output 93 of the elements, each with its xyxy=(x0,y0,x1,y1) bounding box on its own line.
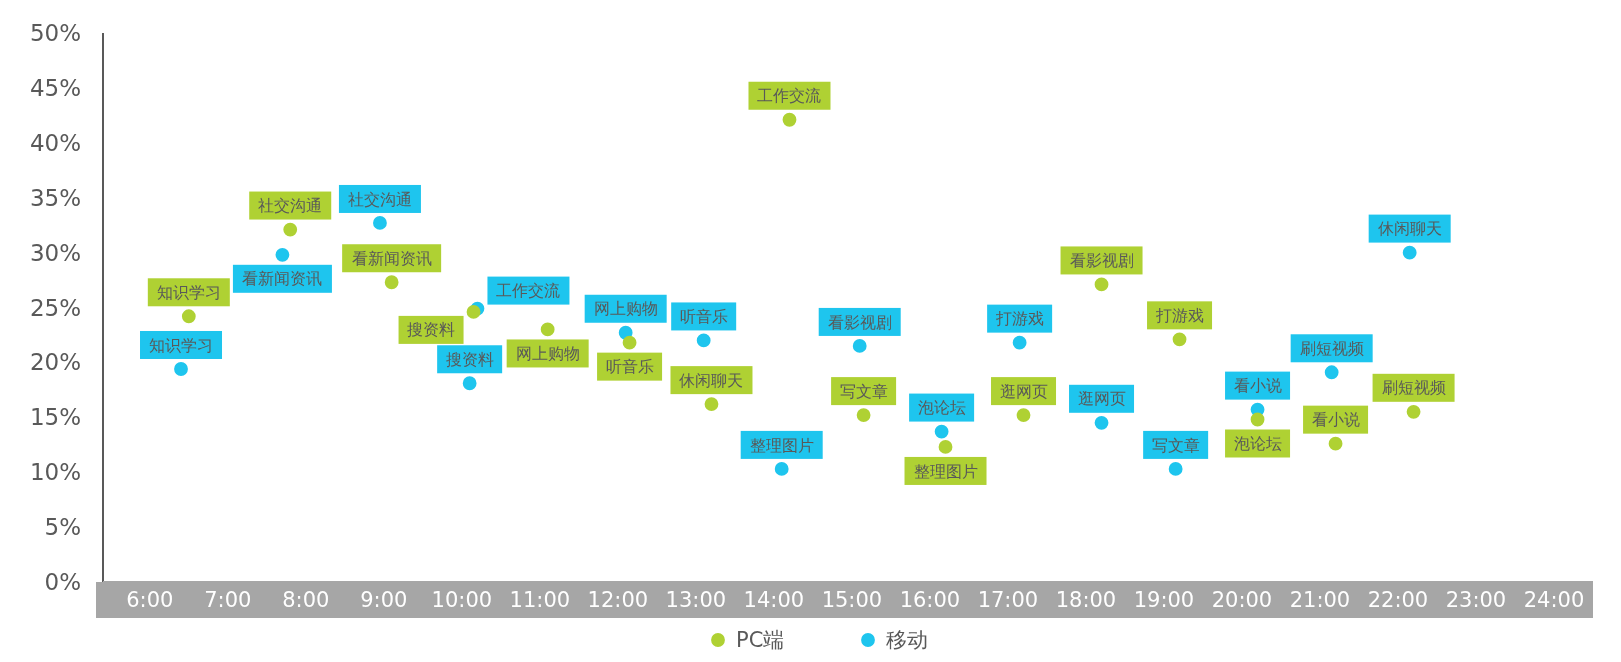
data-label: 刷短视频 xyxy=(1299,338,1364,358)
data-label: 看影视剧 xyxy=(827,312,892,332)
y-tick-label: 20% xyxy=(29,349,81,376)
data-label: 看影视剧 xyxy=(1069,251,1134,271)
point xyxy=(373,216,387,230)
point xyxy=(540,322,555,337)
y-tick-label: 50% xyxy=(29,20,81,47)
data-label: 搜资料 xyxy=(445,349,494,369)
point xyxy=(462,376,477,391)
point xyxy=(1094,277,1109,292)
point xyxy=(852,339,867,353)
y-tick-label: 10% xyxy=(29,459,81,486)
point xyxy=(938,440,953,454)
x-tick-label: 23:00 xyxy=(1445,588,1507,613)
x-tick-label: 10:00 xyxy=(431,588,493,613)
x-tick-label: 24:00 xyxy=(1523,588,1585,613)
data-label: 网上购物 xyxy=(515,344,580,364)
data-label: 逛网页 xyxy=(1077,389,1126,409)
y-tick-label: 15% xyxy=(29,404,81,431)
x-tick-label: 20:00 xyxy=(1211,588,1273,613)
data-label: 逛网页 xyxy=(999,381,1048,401)
data-label: 搜资料 xyxy=(407,320,456,340)
data-label: 知识学习 xyxy=(156,282,221,302)
data-label: 知识学习 xyxy=(149,335,214,355)
x-tick-label: 18:00 xyxy=(1055,588,1117,613)
point xyxy=(1172,332,1187,347)
y-tick-label: 30% xyxy=(29,239,81,266)
data-label: 社交沟通 xyxy=(347,189,412,209)
x-tick-label: 22:00 xyxy=(1367,588,1429,613)
x-tick-label: 14:00 xyxy=(743,588,805,613)
x-tick-label: 21:00 xyxy=(1289,588,1351,613)
y-tick-label: 45% xyxy=(29,74,81,101)
x-tick-label: 13:00 xyxy=(665,588,727,613)
point xyxy=(466,305,481,319)
legend-label: 移动 xyxy=(886,628,928,653)
data-label: 整理图片 xyxy=(749,435,814,455)
point xyxy=(774,462,789,476)
point xyxy=(1168,462,1183,476)
point xyxy=(1324,365,1339,380)
data-label: 社交沟通 xyxy=(258,196,323,216)
data-label: 看小说 xyxy=(1311,410,1360,430)
point xyxy=(1406,404,1421,419)
point xyxy=(934,424,949,439)
point xyxy=(384,275,399,290)
data-label: 休闲聊天 xyxy=(679,370,744,390)
data-label: 整理图片 xyxy=(913,461,978,481)
point xyxy=(1094,415,1109,430)
data-label: 看新闻资讯 xyxy=(351,248,432,268)
data-label: 刷短视频 xyxy=(1381,378,1446,398)
data-label: 网上购物 xyxy=(593,299,658,319)
point xyxy=(1328,436,1343,451)
data-label: 工作交流 xyxy=(757,86,822,106)
y-tick-label: 40% xyxy=(29,129,81,156)
point xyxy=(1250,412,1265,427)
point xyxy=(1016,408,1031,422)
y-tick-label: 0% xyxy=(44,569,81,596)
data-label: 写文章 xyxy=(839,381,888,401)
data-label: 打游戏 xyxy=(994,309,1044,329)
point xyxy=(1402,245,1417,260)
point xyxy=(174,362,188,376)
data-label: 工作交流 xyxy=(496,281,561,301)
data-label: 泡论坛 xyxy=(917,398,966,418)
x-tick-label: 15:00 xyxy=(821,588,883,613)
data-label: 写文章 xyxy=(1151,435,1200,455)
point xyxy=(696,333,711,348)
x-tick-label: 17:00 xyxy=(977,588,1039,613)
x-tick-label: 8:00 xyxy=(282,588,330,613)
point xyxy=(622,335,637,350)
data-label: 泡论坛 xyxy=(1233,434,1282,454)
x-tick-label: 12:00 xyxy=(587,588,649,613)
point xyxy=(856,408,871,422)
x-tick-label: 11:00 xyxy=(509,588,571,613)
point xyxy=(283,222,298,237)
data-label: 休闲聊天 xyxy=(1377,219,1442,239)
y-tick-label: 25% xyxy=(29,294,81,321)
point xyxy=(181,309,196,324)
data-label: 看小说 xyxy=(1233,376,1282,396)
x-tick-label: 9:00 xyxy=(360,588,408,613)
point xyxy=(1012,335,1027,350)
y-tick-label: 5% xyxy=(44,514,81,541)
data-label: 看新闻资讯 xyxy=(242,269,323,289)
data-label: 听音乐 xyxy=(605,357,654,377)
x-tick-label: 6:00 xyxy=(126,588,174,613)
point xyxy=(275,247,290,262)
y-tick-label: 35% xyxy=(29,184,81,211)
data-label: 打游戏 xyxy=(1154,305,1204,325)
x-tick-label: 7:00 xyxy=(204,588,252,613)
point xyxy=(782,112,797,127)
x-tick-label: 19:00 xyxy=(1133,588,1195,613)
x-tick-label: 16:00 xyxy=(899,588,961,613)
point xyxy=(704,397,719,412)
legend-label: PC端 xyxy=(736,628,785,653)
data-label: 听音乐 xyxy=(679,307,728,327)
